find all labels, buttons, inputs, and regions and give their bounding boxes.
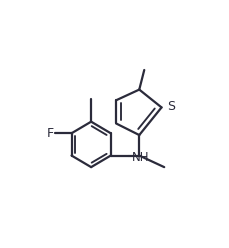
Text: F: F [46, 127, 54, 140]
Text: S: S [167, 100, 174, 113]
Text: NH: NH [132, 151, 149, 164]
